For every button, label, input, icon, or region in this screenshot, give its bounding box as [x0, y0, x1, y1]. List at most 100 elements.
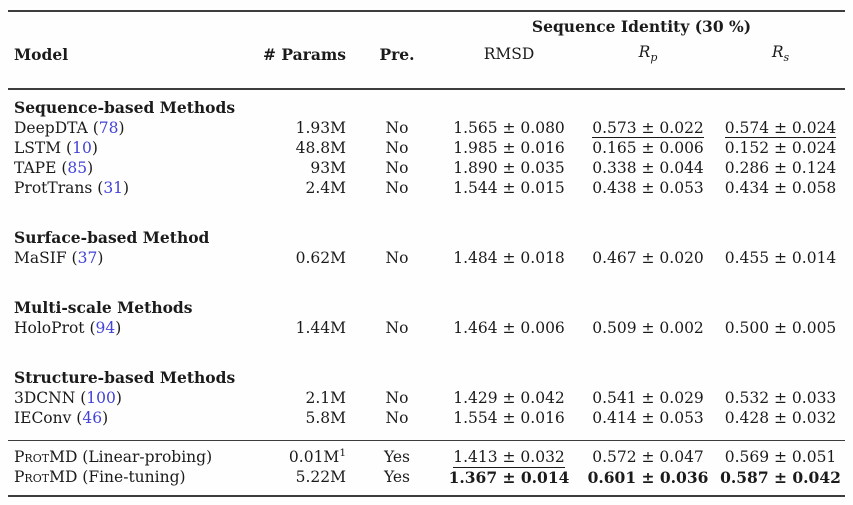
section-heading: Multi-scale Methods: [14, 298, 193, 317]
metric-value: 0.434 ± 0.058: [724, 178, 837, 197]
results-table: Sequence Identity (30 %) Model # Params …: [8, 10, 845, 497]
params-cell: 5.8M: [305, 408, 346, 427]
table-body: Sequence-based Methods DeepDTA (78) 1.93M N…: [8, 98, 845, 428]
model-name-smallcaps: Prot: [14, 448, 50, 466]
metric-value: 0.338 ± 0.044: [592, 158, 704, 177]
model-cell: DeepDTA (78): [14, 118, 125, 137]
section-heading-row: Structure-based Methods: [8, 368, 845, 388]
table-row: LSTM (10) 48.8M No 1.985 ± 0.016 0.165 ± 0.0…: [8, 138, 845, 158]
metric-value: 0.601 ± 0.036: [587, 467, 709, 487]
column-header-pretrain: Pre.: [379, 44, 415, 64]
metric-value: 1.484 ± 0.018: [453, 248, 565, 267]
model-name-smallcaps: Prot: [14, 468, 50, 486]
header-rule: [8, 88, 845, 90]
model-cell: TAPE (85): [14, 158, 94, 177]
pretrain-cell: No: [385, 248, 409, 267]
params-cell: 0.01M1: [288, 446, 346, 466]
metric-value: 1.367 ± 0.014: [448, 467, 570, 487]
model-cell: HoloProt (94): [14, 318, 122, 337]
column-header-model: Model: [14, 44, 69, 64]
table-row: IEConv (46) 5.8M No 1.554 ± 0.016 0.414 ± 0.…: [8, 408, 845, 428]
metric-value-cell: 0.572 ± 0.047: [580, 448, 716, 466]
section-spacer: [8, 198, 845, 228]
metric-value: 1.413 ± 0.032: [453, 448, 565, 468]
metric-value: 0.152 ± 0.024: [724, 138, 837, 157]
body-top-spacer: [8, 90, 845, 98]
section-spacer: [8, 338, 845, 368]
metric-value: 1.985 ± 0.016: [453, 138, 565, 157]
section-heading: Surface-based Method: [14, 228, 210, 247]
metric-value: 1.464 ± 0.006: [453, 318, 565, 337]
citation-link[interactable]: 31: [103, 178, 124, 197]
section-heading-row: Multi-scale Methods: [8, 298, 845, 318]
citation-link[interactable]: 46: [82, 408, 103, 427]
params-cell: 5.22M: [295, 468, 346, 486]
citation-link[interactable]: 78: [98, 118, 119, 137]
pre-bottom-spacer: [8, 487, 845, 495]
model-cell: MaSIF (37): [14, 248, 104, 267]
params-cell: 93M: [310, 158, 346, 177]
metric-value: 0.532 ± 0.033: [724, 388, 837, 407]
metric-value-cell: 1.565 ± 0.080: [438, 119, 580, 137]
section-heading: Sequence-based Methods: [14, 98, 236, 117]
model-cell: ProtTrans (31): [14, 178, 130, 197]
header-labels-row: Model # Params Pre. RMSD Rp Rs: [8, 40, 845, 68]
section-spacer: [8, 268, 845, 298]
metric-value-cell: 1.484 ± 0.018: [438, 249, 580, 267]
bottom-rule: [8, 495, 845, 497]
table-row: DeepDTA (78) 1.93M No 1.565 ± 0.080 0.573 ± …: [8, 118, 845, 138]
section-heading: Structure-based Methods: [14, 368, 236, 387]
pretrain-cell: No: [385, 158, 409, 177]
metric-value-cell: 1.554 ± 0.016: [438, 409, 580, 427]
metric-value-cell: 0.414 ± 0.053: [580, 409, 716, 427]
metric-value-cell: 1.890 ± 0.035: [438, 159, 580, 177]
citation-link[interactable]: 37: [77, 248, 98, 267]
metric-value-cell: 0.286 ± 0.124: [716, 159, 845, 177]
metric-value-cell: 0.574 ± 0.024: [716, 118, 845, 138]
params-cell: 48.8M: [295, 138, 346, 157]
header-group-row: Sequence Identity (30 %): [8, 12, 845, 40]
metric-value-cell: 0.467 ± 0.020: [580, 249, 716, 267]
table-row: MaSIF (37) 0.62M No 1.484 ± 0.018 0.467 ± 0.…: [8, 248, 845, 268]
metric-value-cell: 0.434 ± 0.058: [716, 179, 845, 197]
metric-value-cell: 1.413 ± 0.032: [438, 448, 580, 468]
metric-value: 1.565 ± 0.080: [453, 118, 565, 137]
metric-value: 1.544 ± 0.015: [453, 178, 565, 197]
column-header-params: # Params: [262, 44, 346, 64]
metric-value-cell: 0.541 ± 0.029: [580, 389, 716, 407]
metric-value: 0.509 ± 0.002: [592, 318, 704, 337]
citation-link[interactable]: 10: [72, 138, 92, 157]
params-cell: 1.93M: [295, 118, 346, 137]
column-header-rp: Rp: [638, 43, 658, 65]
metric-value-cell: 0.338 ± 0.044: [580, 159, 716, 177]
column-header-rs: Rs: [771, 43, 790, 65]
params-cell: 1.44M: [295, 318, 346, 337]
metric-value: 0.467 ± 0.020: [592, 248, 704, 267]
metric-value-cell: 0.152 ± 0.024: [716, 139, 845, 157]
metric-value-cell: 0.500 ± 0.005: [716, 319, 845, 337]
metric-value: 0.574 ± 0.024: [724, 118, 837, 138]
pretrain-cell: No: [385, 118, 409, 137]
table-row: ProtMD (Linear-probing) 0.01M1 Yes 1.413 ± …: [8, 446, 845, 468]
metric-value: 1.890 ± 0.035: [453, 158, 565, 177]
citation-link[interactable]: 85: [67, 158, 88, 177]
column-header-rmsd: RMSD: [483, 45, 535, 63]
metric-value-cell: 0.455 ± 0.014: [716, 249, 845, 267]
citation-link[interactable]: 100: [86, 388, 116, 407]
mid-rule: [8, 439, 845, 441]
metric-value: 0.541 ± 0.029: [592, 388, 704, 407]
pretrain-cell: No: [385, 318, 409, 337]
citation-link[interactable]: 94: [95, 318, 116, 337]
top-rule: [8, 10, 845, 12]
table-footer: ProtMD (Linear-probing) 0.01M1 Yes 1.413 ± …: [8, 447, 845, 487]
metric-value-cell: 0.165 ± 0.006: [580, 139, 716, 157]
metric-value: 0.414 ± 0.053: [592, 408, 704, 427]
pretrain-cell: No: [385, 388, 409, 407]
metric-value: 0.573 ± 0.022: [592, 118, 704, 138]
model-cell: IEConv (46): [14, 408, 109, 427]
pretrain-cell: No: [385, 178, 409, 197]
metric-value: 0.572 ± 0.047: [592, 448, 704, 466]
header-spacer: [8, 68, 845, 88]
pretrain-cell: Yes: [383, 468, 410, 486]
